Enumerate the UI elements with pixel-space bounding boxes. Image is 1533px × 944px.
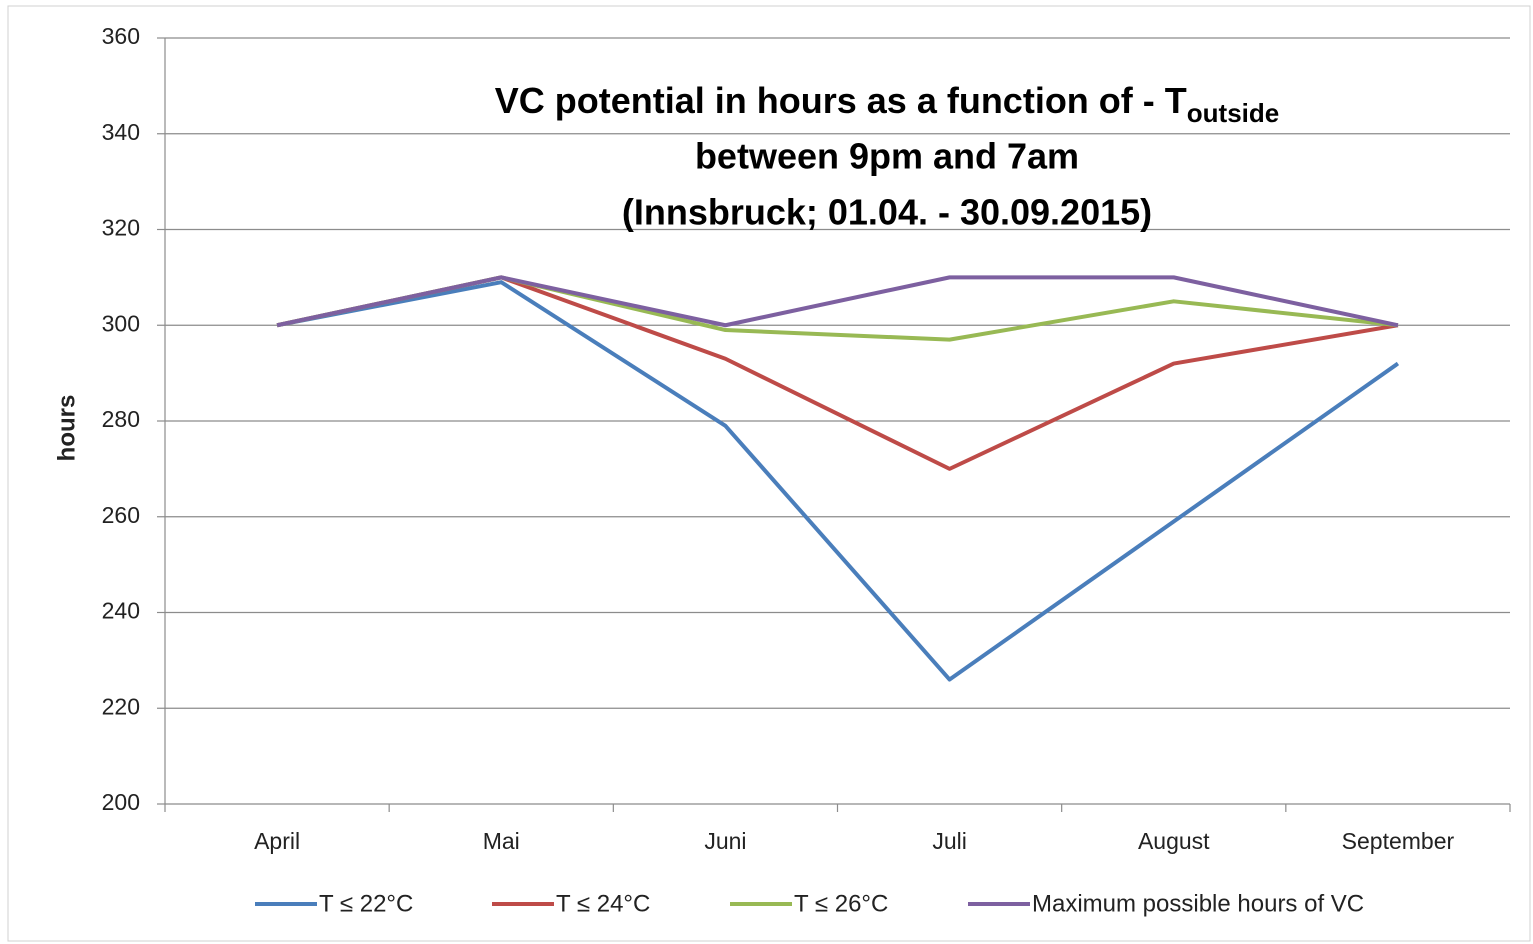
chart-title: (Innsbruck; 01.04. - 30.09.2015) <box>622 192 1152 233</box>
line-series <box>276 280 1400 682</box>
y-tick-label: 300 <box>102 310 140 336</box>
y-tick-label: 200 <box>102 789 140 815</box>
chart-title-line: VC potential in hours as a function of -… <box>495 80 1187 121</box>
y-tick-label: 340 <box>102 119 140 145</box>
x-tick-label: Juni <box>704 828 746 854</box>
legend-label: T ≤ 26°C <box>794 890 888 917</box>
y-tick-label: 360 <box>102 23 140 49</box>
x-tick-label: August <box>1138 828 1210 854</box>
legend-label: T ≤ 22°C <box>319 890 413 917</box>
y-tick-label: 260 <box>102 502 140 528</box>
legend-label: Maximum possible hours of VC <box>1032 890 1364 917</box>
chart-title: between 9pm and 7am <box>695 136 1079 177</box>
line-series <box>276 275 1399 342</box>
x-tick-label: Mai <box>483 828 520 854</box>
y-tick-label: 280 <box>102 406 140 432</box>
line-series <box>276 275 1399 328</box>
x-tick-label: September <box>1342 828 1455 854</box>
y-tick-label: 220 <box>102 693 140 719</box>
legend-label: T ≤ 24°C <box>556 890 650 917</box>
chart-title-subscript: outside <box>1187 98 1279 128</box>
chart-frame <box>7 5 1531 942</box>
x-tick-label: Juli <box>932 828 967 854</box>
x-tick-label: April <box>254 828 300 854</box>
y-tick-label: 240 <box>102 598 140 624</box>
y-axis-label: hours <box>53 395 80 462</box>
chart-title: VC potential in hours as a function of -… <box>495 80 1279 128</box>
y-tick-label: 320 <box>102 215 140 241</box>
